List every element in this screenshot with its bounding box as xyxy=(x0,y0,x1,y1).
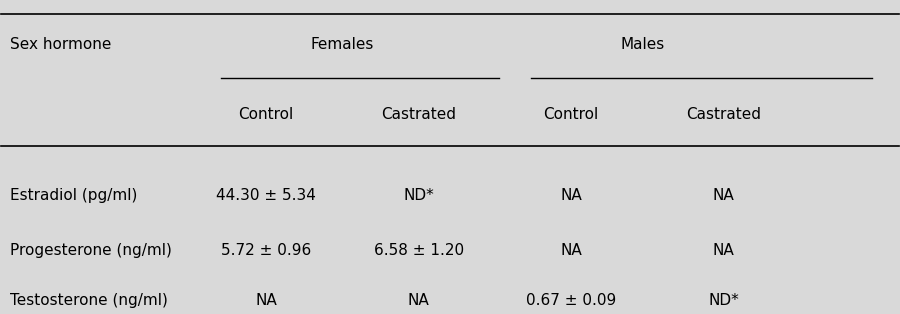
Text: NA: NA xyxy=(560,243,582,258)
Text: NA: NA xyxy=(713,188,734,203)
Text: 44.30 ± 5.34: 44.30 ± 5.34 xyxy=(216,188,316,203)
Text: Control: Control xyxy=(544,107,599,122)
Text: Control: Control xyxy=(238,107,293,122)
Text: NA: NA xyxy=(256,293,277,308)
Text: 5.72 ± 0.96: 5.72 ± 0.96 xyxy=(220,243,311,258)
Text: Testosterone (ng/ml): Testosterone (ng/ml) xyxy=(11,293,168,308)
Text: NA: NA xyxy=(713,243,734,258)
Text: 6.58 ± 1.20: 6.58 ± 1.20 xyxy=(374,243,464,258)
Text: Castrated: Castrated xyxy=(686,107,761,122)
Text: ND*: ND* xyxy=(708,293,739,308)
Text: NA: NA xyxy=(560,188,582,203)
Text: Sex hormone: Sex hormone xyxy=(11,37,112,52)
Text: ND*: ND* xyxy=(403,188,434,203)
Text: Progesterone (ng/ml): Progesterone (ng/ml) xyxy=(11,243,172,258)
Text: Castrated: Castrated xyxy=(381,107,456,122)
Text: Females: Females xyxy=(310,37,374,52)
Text: NA: NA xyxy=(408,293,429,308)
Text: 0.67 ± 0.09: 0.67 ± 0.09 xyxy=(526,293,617,308)
Text: Males: Males xyxy=(621,37,665,52)
Text: Estradiol (pg/ml): Estradiol (pg/ml) xyxy=(11,188,138,203)
